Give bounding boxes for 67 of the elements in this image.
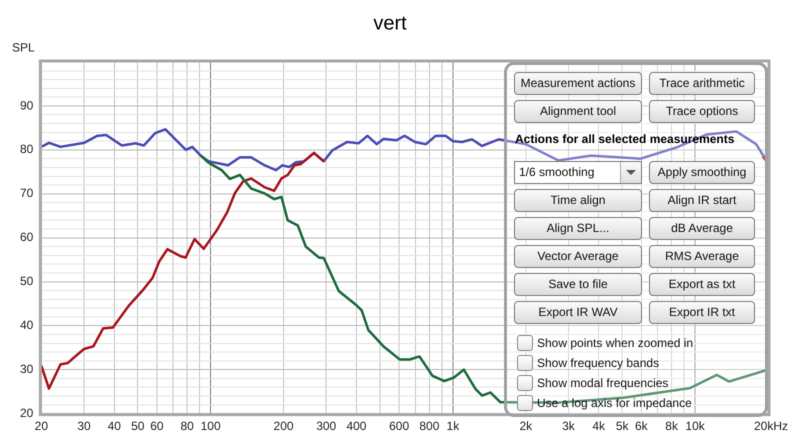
annotation: Show frequency bands (537, 355, 660, 371)
x-tick-label: 3k (562, 419, 576, 434)
x-tick-label: 10k (685, 419, 706, 434)
button: dB Average (649, 217, 755, 240)
x-tick-label: 5k (616, 419, 630, 434)
button: Align IR start (649, 189, 755, 212)
x-tick-label: 50 (131, 419, 145, 434)
button: Alignment tool (514, 100, 642, 123)
x-tick-label: 30 (77, 419, 91, 434)
annotation: Export IR WAV (538, 305, 618, 319)
x-tick-label: 1k (446, 419, 460, 434)
annotation: Export as txt (668, 277, 736, 291)
annotation: Alignment tool (540, 104, 616, 118)
annotation: Actions for all selected measurements (515, 132, 734, 146)
x-tick-label: 60 (150, 419, 164, 434)
y-tick-label: 30 (20, 362, 34, 376)
annotation: Time align (550, 193, 606, 207)
annotation: Align SPL... (546, 221, 610, 235)
button: Apply smoothing (649, 161, 755, 184)
annotation: Vector Average (537, 249, 619, 263)
y-tick-label: 40 (20, 318, 34, 332)
annotation: Show points when zoomed in (537, 335, 694, 351)
y-tick-label: 60 (20, 230, 34, 244)
x-tick-label: 400 (346, 419, 367, 434)
x-tick-label: 20 (34, 419, 48, 434)
button: Vector Average (514, 245, 642, 268)
button: Trace options (649, 100, 755, 123)
annotation: Trace options (666, 104, 738, 118)
button: Save to file (514, 273, 642, 296)
annotation: Save to file (548, 277, 608, 291)
x-tick-label: 800 (419, 419, 440, 434)
annotation: dB Average (671, 221, 733, 235)
annotation: Trace arithmetic (659, 76, 745, 90)
x-tick-label: 300 (316, 419, 337, 434)
x-tick-label: 6k (635, 419, 649, 434)
annotation: Export IR txt (668, 305, 736, 319)
annotation: Measurement actions (520, 76, 636, 90)
x-tick-label: 100 (200, 419, 221, 434)
y-tick-label: 90 (20, 98, 34, 112)
x-tick-label: 40 (108, 419, 122, 434)
dropdown: 1/6 smoothing (514, 161, 642, 184)
x-axis-title: 20kHz (754, 418, 788, 433)
button: Export IR WAV (514, 301, 642, 324)
y-tick-label: 20 (20, 406, 34, 420)
button: Export IR txt (649, 301, 755, 324)
x-tick-label: 80 (180, 419, 194, 434)
button: Time align (514, 189, 642, 212)
y-tick-label: 70 (20, 186, 34, 200)
annotation: Align IR start (668, 193, 736, 207)
button: Export as txt (649, 273, 755, 296)
x-tick-label: 2k (519, 419, 534, 434)
y-tick-label: 80 (20, 142, 34, 156)
x-tick-label: 8k (665, 419, 679, 434)
button: Trace arithmetic (649, 72, 755, 95)
button: RMS Average (649, 245, 755, 268)
chart-title: vert (373, 12, 408, 35)
button: Align SPL... (514, 217, 642, 240)
annotation: Apply smoothing (658, 165, 746, 179)
y-axis-title: SPL (12, 40, 36, 54)
annotation: Show modal frequencies (537, 375, 668, 391)
annotation: RMS Average (665, 249, 739, 263)
y-tick-label: 50 (20, 274, 34, 288)
annotation: 1/6 smoothing (519, 165, 594, 179)
x-tick-label: 200 (274, 419, 294, 434)
x-tick-label: 600 (389, 419, 410, 434)
x-tick-label: 4k (592, 419, 606, 434)
button: Measurement actions (514, 72, 642, 95)
